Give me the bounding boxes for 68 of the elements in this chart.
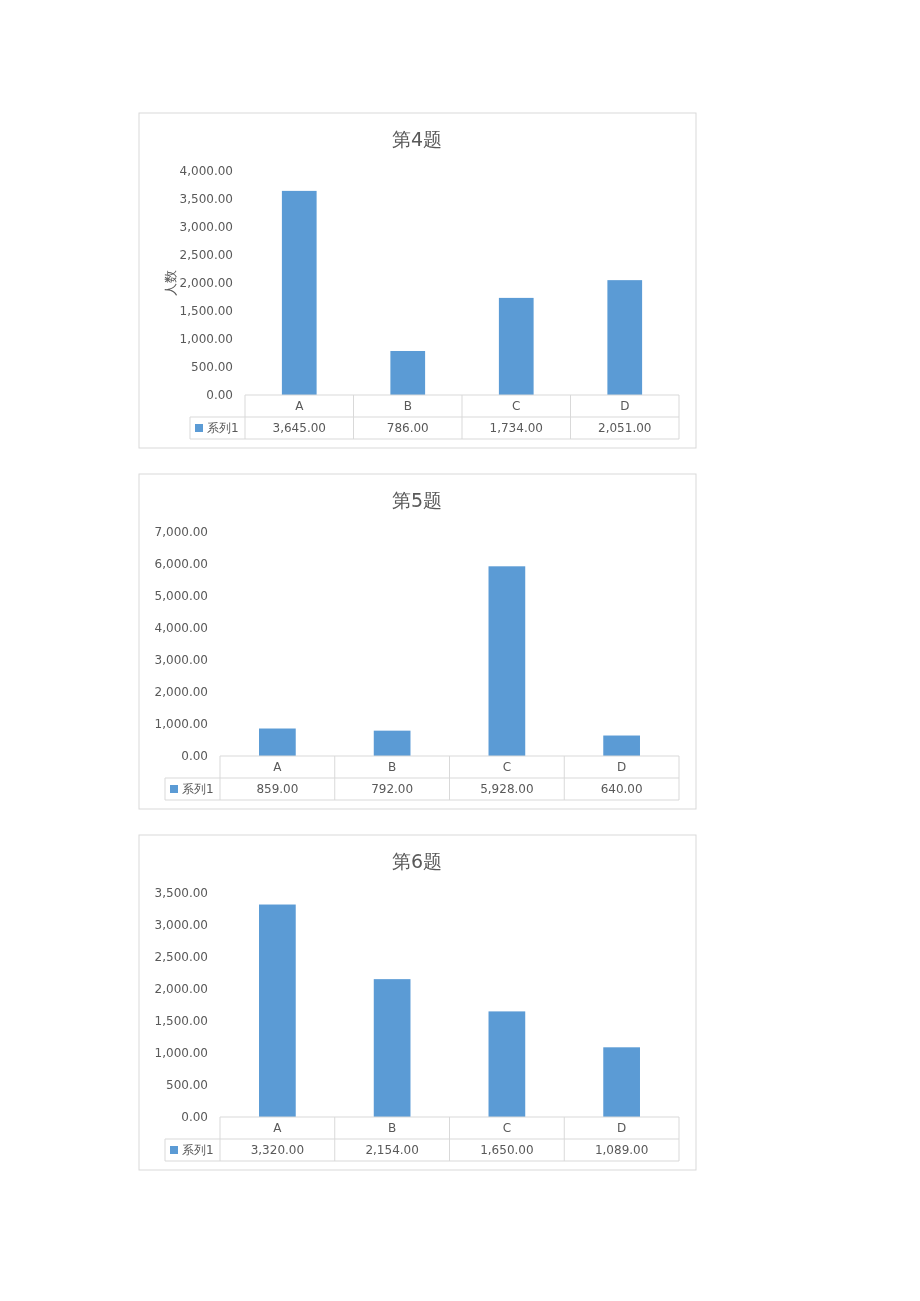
y-tick-label: 2,000.00 <box>179 276 233 290</box>
y-tick-label: 1,000.00 <box>179 332 233 346</box>
x-tick-label: B <box>388 760 397 774</box>
data-label: 1,089.00 <box>594 1143 649 1157</box>
y-tick-label: 6,000.00 <box>154 557 208 571</box>
bar <box>281 190 317 395</box>
data-label: 859.00 <box>256 782 299 796</box>
data-label: 2,051.00 <box>598 421 652 435</box>
y-tick-label: 2,000.00 <box>154 685 208 699</box>
bar <box>373 979 411 1117</box>
chart-title: 第5题 <box>391 489 443 511</box>
legend-label: 系列1 <box>182 1143 214 1157</box>
y-tick-label: 0.00 <box>181 1110 208 1124</box>
bar <box>488 1011 526 1117</box>
legend-label: 系列1 <box>182 782 214 796</box>
data-label: 792.00 <box>371 782 414 796</box>
data-label: 640.00 <box>600 782 643 796</box>
chart-title: 第6题 <box>391 850 443 872</box>
x-tick-label: D <box>617 760 627 774</box>
bar <box>259 904 296 1117</box>
data-label: 1,650.00 <box>480 1143 534 1157</box>
x-tick-label: A <box>295 399 305 413</box>
bar <box>607 280 643 395</box>
y-tick-label: 3,500.00 <box>179 192 233 206</box>
y-tick-label: 1,500.00 <box>154 1014 208 1028</box>
y-tick-label: 3,000.00 <box>154 918 208 932</box>
x-tick-label: C <box>502 1121 512 1135</box>
x-tick-label: A <box>273 1121 283 1135</box>
x-tick-label: C <box>502 760 512 774</box>
bar <box>603 735 640 756</box>
data-label: 1,734.00 <box>489 421 543 435</box>
y-tick-label: 1,500.00 <box>179 304 233 318</box>
bar <box>488 566 526 756</box>
y-tick-label: 2,500.00 <box>179 248 233 262</box>
y-tick-label: 7,000.00 <box>154 525 208 539</box>
bar <box>373 730 411 756</box>
y-tick-label: 5,000.00 <box>154 589 208 603</box>
x-tick-label: B <box>403 399 412 413</box>
data-label: 5,928.00 <box>480 782 534 796</box>
x-tick-label: D <box>617 1121 627 1135</box>
data-label: 2,154.00 <box>365 1143 419 1157</box>
y-tick-label: 3,000.00 <box>179 220 233 234</box>
data-label: 3,645.00 <box>272 421 326 435</box>
bar <box>390 350 426 395</box>
x-tick-label: B <box>388 1121 397 1135</box>
y-tick-label: 3,000.00 <box>154 653 208 667</box>
y-tick-label: 0.00 <box>206 388 233 402</box>
legend-label: 系列1 <box>207 421 239 435</box>
bar <box>603 1047 640 1117</box>
y-tick-label: 1,000.00 <box>154 717 208 731</box>
y-tick-label: 4,000.00 <box>154 621 208 635</box>
x-tick-label: D <box>620 399 630 413</box>
y-axis-title: 人数 <box>163 270 178 296</box>
y-tick-label: 500.00 <box>166 1078 208 1092</box>
y-tick-label: 0.00 <box>181 749 208 763</box>
y-tick-label: 1,000.00 <box>154 1046 208 1060</box>
y-tick-label: 3,500.00 <box>154 886 208 900</box>
bar <box>259 728 296 756</box>
data-label: 786.00 <box>386 421 429 435</box>
x-tick-label: A <box>273 760 283 774</box>
y-tick-label: 500.00 <box>191 360 233 374</box>
y-tick-label: 4,000.00 <box>179 164 233 178</box>
bar <box>498 297 534 395</box>
x-tick-label: C <box>512 399 521 413</box>
y-tick-label: 2,500.00 <box>154 950 208 964</box>
data-label: 3,320.00 <box>250 1143 305 1157</box>
y-tick-label: 2,000.00 <box>154 982 208 996</box>
chart-title: 第4题 <box>391 128 443 150</box>
